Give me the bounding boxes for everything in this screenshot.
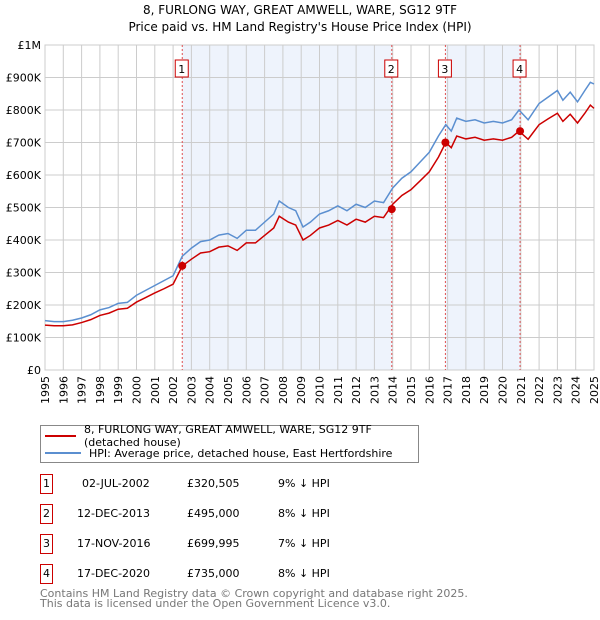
sale-label-box [174, 59, 189, 78]
x-tick-label: 2008 [277, 376, 290, 404]
x-tick-label: 2005 [222, 376, 235, 404]
x-tick-label: 2022 [533, 376, 546, 404]
footer-licence: This data is licensed under the Open Gov… [40, 597, 391, 610]
chart-title: 8, FURLONG WAY, GREAT AMWELL, WARE, SG12… [0, 2, 600, 36]
hpi-line [44, 81, 595, 323]
x-tick-label: 2021 [515, 376, 528, 404]
sale-marker-box: 3 [40, 534, 53, 554]
footer: Contains HM Land Registry data © Crown c… [40, 587, 468, 610]
sale-price: £735,000 [187, 567, 240, 580]
sale-marker-box: 4 [40, 564, 53, 584]
sale-label-box [437, 59, 452, 78]
x-tick-label: 2011 [332, 376, 345, 404]
sale-point [178, 261, 187, 270]
sale-label: 1 [178, 63, 185, 76]
x-tick-label: 2017 [442, 376, 455, 404]
legend-item-property: 8, FURLONG WAY, GREAT AMWELL, WARE, SG12… [45, 423, 418, 449]
y-tick-label: £300K [6, 267, 42, 280]
sale-hpi-diff: 8% ↓ HPI [278, 567, 330, 580]
x-tick-label: 2006 [240, 376, 253, 404]
sale-hpi-diff: 8% ↓ HPI [278, 507, 330, 520]
x-tick-label: 2013 [368, 376, 381, 404]
y-tick-label: £600K [6, 169, 42, 182]
x-tick-label: 2000 [131, 376, 144, 404]
x-tick-label: 2015 [405, 376, 418, 404]
legend-label: 8, FURLONG WAY, GREAT AMWELL, WARE, SG12… [83, 423, 372, 449]
x-tick-label: 2014 [387, 376, 400, 404]
y-tick-label: £1M [18, 39, 42, 52]
sale-label: 2 [388, 63, 395, 76]
sale-price: £495,000 [187, 507, 240, 520]
sale-hpi-diff: 9% ↓ HPI [278, 477, 330, 490]
subtitle-line: Price paid vs. HM Land Registry's House … [128, 20, 472, 34]
sale-price: £320,505 [187, 477, 240, 490]
blue-line-swatch [45, 452, 81, 454]
sale-marker-box: 2 [40, 504, 53, 524]
y-tick-label: £200K [6, 299, 42, 312]
sale-label: 4 [516, 63, 523, 76]
x-tick-label: 2007 [259, 376, 272, 404]
footer-copyright: Contains HM Land Registry data © Crown c… [40, 587, 468, 600]
sale-row: 3 17-NOV-2016 £699,995 7% ↓ HPI [40, 534, 440, 554]
x-tick-label: 1997 [76, 376, 89, 404]
title-line: 8, FURLONG WAY, GREAT AMWELL, WARE, SG12… [142, 3, 457, 17]
x-tick-label: 1995 [39, 376, 52, 404]
x-tick-label: 2018 [460, 376, 473, 404]
sale-date: 12-DEC-2013 [77, 507, 151, 520]
sale-hpi-diff: 7% ↓ HPI [278, 537, 330, 550]
property-price-line [44, 103, 595, 327]
x-tick-label: 1999 [112, 376, 125, 404]
sale-row: 1 02-JUL-2002 £320,505 9% ↓ HPI [40, 474, 440, 494]
x-tick-label: 2016 [423, 376, 436, 404]
x-tick-label: 1996 [57, 376, 70, 404]
sale-point [441, 138, 450, 147]
price-chart: 1995 1996 1997 1998 1999 2000 2001 2002 2003 2004… [6, 39, 600, 404]
x-tick-label: 2010 [314, 376, 327, 404]
y-tick-label: £800K [6, 104, 42, 117]
y-tick-label: £100K [6, 332, 42, 345]
y-tick-label: £400K [6, 234, 42, 247]
sale-date: 02-JUL-2002 [82, 477, 150, 490]
sale-label-box [512, 59, 527, 78]
x-tick-label: 2004 [204, 376, 217, 404]
y-tick-label: £500K [6, 202, 42, 215]
sale-date: 17-NOV-2016 [77, 537, 151, 550]
y-tick-label: £0 [27, 364, 41, 377]
x-tick-label: 2023 [551, 376, 564, 404]
y-tick-label: £900K [6, 72, 42, 85]
x-tick-label: 2025 [588, 376, 600, 404]
x-tick-label: 2002 [167, 376, 180, 404]
x-tick-label: 2020 [497, 376, 510, 404]
sale-row: 2 12-DEC-2013 £495,000 8% ↓ HPI [40, 504, 440, 524]
sale-point [387, 205, 396, 214]
x-tick-label: 2003 [185, 376, 198, 404]
x-tick-label: 2012 [350, 376, 363, 404]
plot-border [44, 44, 595, 371]
sale-row: 4 17-DEC-2020 £735,000 8% ↓ HPI [40, 564, 440, 584]
sale-date: 17-DEC-2020 [77, 567, 151, 580]
sale-point [516, 127, 525, 136]
sale-price: £699,995 [187, 537, 240, 550]
x-tick-label: 2024 [570, 376, 583, 404]
sale-marker-box: 1 [40, 474, 53, 494]
sale-label-box [384, 59, 399, 78]
x-tick-label: 2019 [478, 376, 491, 404]
legend-label: HPI: Average price, detached house, East… [89, 446, 393, 460]
sale-label: 3 [441, 63, 448, 76]
x-tick-label: 2001 [149, 376, 162, 404]
red-line-swatch [45, 435, 76, 437]
legend-item-hpi: HPI: Average price, detached house, East… [45, 445, 392, 461]
y-tick-label: £700K [6, 137, 42, 150]
legend: 8, FURLONG WAY, GREAT AMWELL, WARE, SG12… [40, 423, 419, 463]
x-tick-label: 1998 [94, 376, 107, 404]
x-tick-label: 2009 [295, 376, 308, 404]
